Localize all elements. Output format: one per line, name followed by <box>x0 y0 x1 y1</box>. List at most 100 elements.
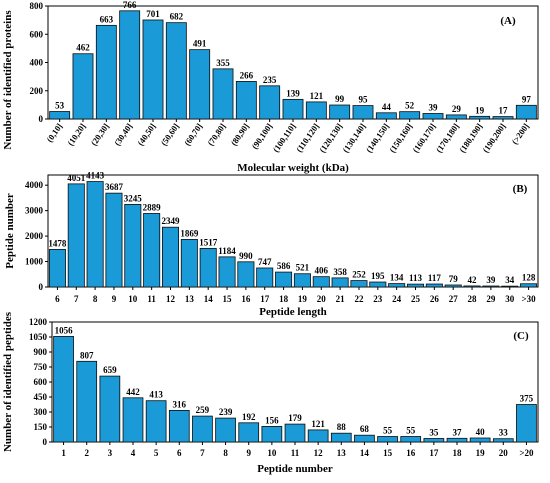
x-tick-label: 21 <box>336 294 346 304</box>
bar-value-label: 406 <box>315 266 329 276</box>
x-tick-label: (70,80] <box>205 121 228 147</box>
y-tick-label: 600 <box>34 377 48 387</box>
panel-b-y-ticks: 0 1000 2000 3000 4000 <box>25 180 48 292</box>
bar <box>122 397 144 443</box>
bar-value-label: 4051 <box>67 173 86 183</box>
bar-value-label: 491 <box>193 39 207 49</box>
bar-value-label: 586 <box>277 261 291 271</box>
bar-value-label: 3245 <box>124 193 143 203</box>
panel-b-x-ticks: 6 7 8 9 10 11 12 13 14 15 16 17 18 19 20 21 22 23 24 25 26 27… <box>55 287 536 304</box>
bar <box>352 105 374 120</box>
bar-value-label: 701 <box>146 9 160 19</box>
bar-value-label: 2889 <box>143 202 162 212</box>
panel-a: 0 200 400 600 800 53 462 663 766 701 682 491 355 266… <box>2 0 539 174</box>
bar-value-label: 4143 <box>86 171 105 181</box>
bar-value-label: 682 <box>170 12 184 22</box>
bar <box>105 192 123 288</box>
y-tick-label: 0 <box>43 437 48 447</box>
bar <box>284 423 306 443</box>
panel-c-bars: 1056 807 659 442 413 316 259 239 192 156 179 121 88 6… <box>53 325 537 443</box>
bar-value-label: 117 <box>428 273 442 283</box>
bar <box>492 438 514 443</box>
x-tick-label: (50,60] <box>159 121 182 147</box>
bar <box>307 429 329 443</box>
panel-a-bars: 53 462 663 766 701 682 491 355 266 235 139 121 99 95 4… <box>49 0 537 120</box>
bar <box>446 437 468 443</box>
x-tick-label: 1 <box>61 448 66 458</box>
x-tick-label: 17 <box>260 294 270 304</box>
x-tick-label: 3 <box>108 448 113 458</box>
bar <box>215 417 236 443</box>
x-tick-label: 18 <box>453 448 463 458</box>
x-tick-label: 17 <box>429 448 439 458</box>
bar <box>168 409 190 443</box>
x-tick-label: 4 <box>131 448 136 458</box>
x-tick-label: 12 <box>314 448 324 458</box>
panel-a-label: (A) <box>500 15 516 27</box>
bar-value-label: 2349 <box>162 216 181 226</box>
x-tick-label: 10 <box>128 294 138 304</box>
x-tick-label: 19 <box>298 294 308 304</box>
bar <box>312 276 330 288</box>
bar-value-label: 121 <box>311 419 325 429</box>
panel-c-x-ticks: 1 2 3 4 5 6 7 8 9 10 11 12 13 14 15 16 17 18 19 20 >20 <box>61 442 534 458</box>
panel-a-x-ticks: (0,10] (10,20] (20,30] (30,40] (40,50] (50,60… <box>44 119 531 154</box>
bar-value-label: 521 <box>296 263 310 273</box>
x-tick-label: 16 <box>406 448 416 458</box>
bar-value-label: 113 <box>409 273 423 283</box>
panel-b-y-title: Peptide number <box>4 193 16 269</box>
bar-value-label: 192 <box>242 412 256 422</box>
bar <box>180 239 198 288</box>
bar-value-label: 95 <box>359 95 369 105</box>
panel-c-x-title: Peptide number <box>257 463 333 475</box>
panel-b-label: (B) <box>513 183 528 195</box>
y-tick-label: 200 <box>30 86 44 96</box>
bar-value-label: 1478 <box>48 238 67 248</box>
x-tick-label: 27 <box>449 294 459 304</box>
bar <box>469 437 491 443</box>
bar-value-label: 442 <box>126 387 140 397</box>
x-tick-label: 16 <box>241 294 251 304</box>
y-tick-label: 0 <box>39 114 44 124</box>
bar-value-label: 52 <box>405 101 415 111</box>
bar <box>515 104 537 120</box>
y-tick-label: 1200 <box>29 317 48 327</box>
bar <box>275 271 293 288</box>
x-tick-label: 15 <box>383 448 393 458</box>
bar-value-label: 1184 <box>218 246 236 256</box>
x-tick-label: 2 <box>84 448 89 458</box>
y-tick-label: 750 <box>34 362 48 372</box>
bar <box>161 226 180 288</box>
bar <box>400 436 422 443</box>
x-tick-label: 8 <box>223 448 228 458</box>
bar <box>445 114 467 120</box>
bar-value-label: 97 <box>522 94 532 104</box>
y-tick-label: 4000 <box>25 180 44 190</box>
panel-a-x-title: Molecular weight (kDa) <box>237 162 349 174</box>
bar-value-label: 37 <box>453 427 463 437</box>
bar-value-label: 35 <box>429 428 439 438</box>
bar <box>492 116 514 120</box>
bar <box>305 101 327 120</box>
bar <box>235 81 257 120</box>
bar-value-label: 55 <box>383 426 393 436</box>
y-tick-label: 900 <box>34 347 48 357</box>
bar-value-label: 235 <box>263 75 277 85</box>
bar-value-label: 39 <box>429 102 439 112</box>
bar-value-label: 1056 <box>55 325 74 335</box>
y-tick-label: 1050 <box>29 332 48 342</box>
bar <box>48 248 66 288</box>
bar-value-label: 156 <box>265 415 279 425</box>
bar <box>86 181 104 288</box>
x-tick-label: 8 <box>93 294 98 304</box>
x-tick-label: 26 <box>430 294 440 304</box>
bar <box>53 335 74 443</box>
x-tick-label: 6 <box>177 448 182 458</box>
bar-value-label: 179 <box>288 413 302 423</box>
bar-value-label: 355 <box>216 58 230 68</box>
y-tick-label: 600 <box>30 29 44 39</box>
x-tick-label: (0,10] <box>44 121 64 144</box>
